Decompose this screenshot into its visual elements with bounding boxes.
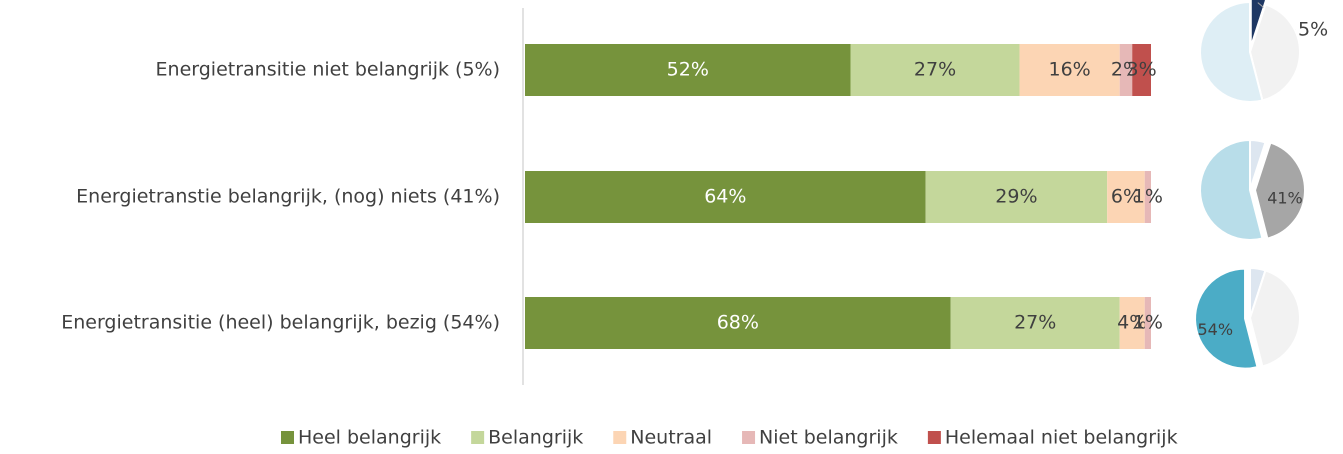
pie-slice bbox=[1248, 3, 1301, 102]
data-label: 27% bbox=[1014, 312, 1056, 334]
legend-label: Neutraal bbox=[630, 427, 712, 449]
bar-segment bbox=[950, 297, 1120, 349]
category-label: Energietransitie (heel) belangrijk, bezi… bbox=[61, 312, 500, 334]
legend-swatch bbox=[471, 431, 485, 444]
bar-segment bbox=[850, 44, 1020, 96]
pie-slice bbox=[1199, 0, 1264, 103]
data-label: 64% bbox=[704, 186, 746, 208]
bar-segment bbox=[1144, 297, 1151, 349]
legend-label: Niet belangrijk bbox=[759, 427, 898, 449]
legend-swatch bbox=[927, 431, 941, 444]
pie-slice bbox=[1194, 267, 1259, 370]
pie-slice bbox=[1253, 141, 1306, 240]
bar-segment bbox=[925, 171, 1108, 223]
category-label: Energietranstie belangrijk, (nog) niets … bbox=[76, 186, 500, 208]
bar-segment bbox=[525, 44, 851, 96]
data-label: 27% bbox=[914, 59, 956, 81]
bar-segment bbox=[525, 171, 926, 223]
data-label: 68% bbox=[717, 312, 759, 334]
bar-segment bbox=[1019, 44, 1120, 96]
data-label: 1% bbox=[1133, 186, 1163, 208]
data-label: 6% bbox=[1111, 186, 1141, 208]
bar-segment bbox=[1119, 297, 1145, 349]
data-label: 3% bbox=[1127, 59, 1157, 81]
pie-label: 41% bbox=[1267, 189, 1303, 208]
legend-label: Helemaal niet belangrijk bbox=[945, 427, 1178, 449]
legend-label: Heel belangrijk bbox=[298, 427, 441, 449]
legend-swatch bbox=[613, 431, 627, 444]
legend-label: Belangrijk bbox=[488, 427, 583, 449]
bar-segment bbox=[1119, 44, 1133, 96]
data-label: 16% bbox=[1049, 59, 1091, 81]
legend-swatch bbox=[281, 431, 294, 444]
pie-slice bbox=[1248, 269, 1301, 368]
bar-segment bbox=[1132, 44, 1151, 96]
pie-label: 54% bbox=[1197, 320, 1233, 339]
bar-segment bbox=[525, 297, 951, 349]
pie-label: 5% bbox=[1298, 19, 1328, 41]
legend-swatch bbox=[742, 431, 756, 444]
data-label: 1% bbox=[1133, 312, 1163, 334]
bar-segment bbox=[1107, 171, 1145, 223]
data-label: 52% bbox=[667, 59, 709, 81]
data-label: 4% bbox=[1117, 312, 1147, 334]
pie-slice bbox=[1199, 138, 1264, 241]
data-label: 29% bbox=[995, 186, 1037, 208]
category-label: Energietransitie niet belangrijk (5%) bbox=[156, 59, 500, 81]
bar-segment bbox=[1144, 171, 1151, 223]
